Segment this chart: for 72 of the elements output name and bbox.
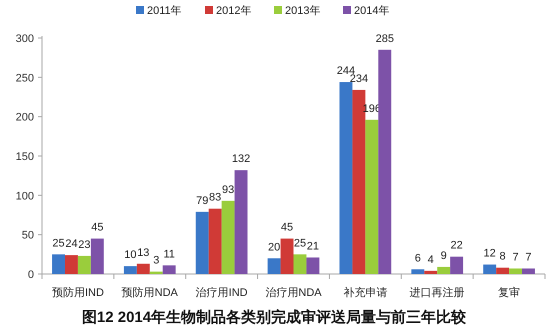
data-label: 13 (137, 246, 150, 259)
x-tick-label: 补充申请 (343, 286, 388, 299)
bar (196, 212, 209, 274)
data-label: 45 (280, 222, 294, 234)
x-tick-label: 复审 (498, 286, 520, 299)
bar (294, 254, 306, 274)
bar (306, 257, 320, 274)
bar (450, 256, 464, 274)
data-label: 7 (525, 251, 532, 264)
data-label: 9 (440, 250, 447, 262)
y-tick-label: 200 (16, 112, 34, 124)
legend-label: 2014年 (354, 5, 390, 17)
data-label: 10 (124, 249, 137, 262)
bar (208, 208, 222, 274)
text: 图12 2014年生物制品各类别完成审评送局量与前三年比较 (82, 308, 468, 326)
y-tick-label: 50 (22, 230, 34, 242)
bar (124, 266, 137, 274)
bar (509, 268, 522, 274)
legend-label: 2012年 (216, 5, 252, 17)
bar (268, 258, 281, 274)
y-tick-label: 150 (16, 151, 34, 163)
data-label: 6 (414, 252, 421, 264)
bar (339, 82, 352, 274)
bar (162, 265, 176, 274)
data-label: 8 (500, 250, 506, 263)
bar (280, 238, 294, 274)
bar (496, 268, 510, 274)
bar (378, 50, 392, 274)
data-label: 25 (52, 237, 65, 250)
bar (234, 170, 248, 274)
bar (52, 254, 65, 274)
data-label: 7 (512, 251, 519, 264)
legend-label: 2011年 (147, 5, 182, 17)
y-tick-label: 250 (16, 72, 34, 84)
x-tick-label: 治疗用IND (196, 286, 248, 299)
bar (483, 264, 496, 274)
bar (352, 90, 366, 274)
data-label: 45 (91, 222, 104, 234)
bar (411, 269, 424, 274)
bar (365, 120, 378, 274)
data-label: 234 (350, 72, 368, 85)
data-label: 24 (65, 238, 78, 250)
bar (64, 255, 78, 274)
y-tick-label: 300 (16, 33, 34, 45)
data-label: 23 (78, 238, 91, 251)
bar (136, 264, 150, 274)
data-label: 132 (232, 153, 250, 166)
y-tick-label: 0 (28, 269, 34, 281)
data-label: 285 (376, 32, 394, 45)
data-label: 4 (428, 254, 434, 266)
data-label: 83 (209, 192, 222, 204)
data-label: 22 (450, 240, 463, 252)
legend-label: 2013年 (285, 5, 320, 17)
bar (424, 270, 438, 274)
data-label: 79 (196, 194, 208, 207)
data-label: 12 (484, 248, 496, 260)
x-tick-label: 进口再注册 (410, 286, 465, 299)
data-label: 93 (222, 184, 234, 196)
data-label: 3 (153, 254, 160, 267)
data-label: 11 (163, 248, 175, 260)
bar (437, 266, 450, 274)
data-label: 21 (306, 240, 320, 252)
y-tick-label: 100 (16, 190, 34, 202)
x-tick-label: 预防用NDA (122, 286, 179, 299)
bar (222, 200, 235, 274)
bar (90, 238, 104, 274)
x-tick-label: 预防用IND (52, 286, 104, 299)
x-tick-label: 治疗用NDA (265, 286, 322, 299)
data-label: 25 (294, 237, 306, 250)
bar (522, 268, 535, 274)
data-label: 20 (268, 241, 280, 254)
bar (78, 256, 91, 274)
